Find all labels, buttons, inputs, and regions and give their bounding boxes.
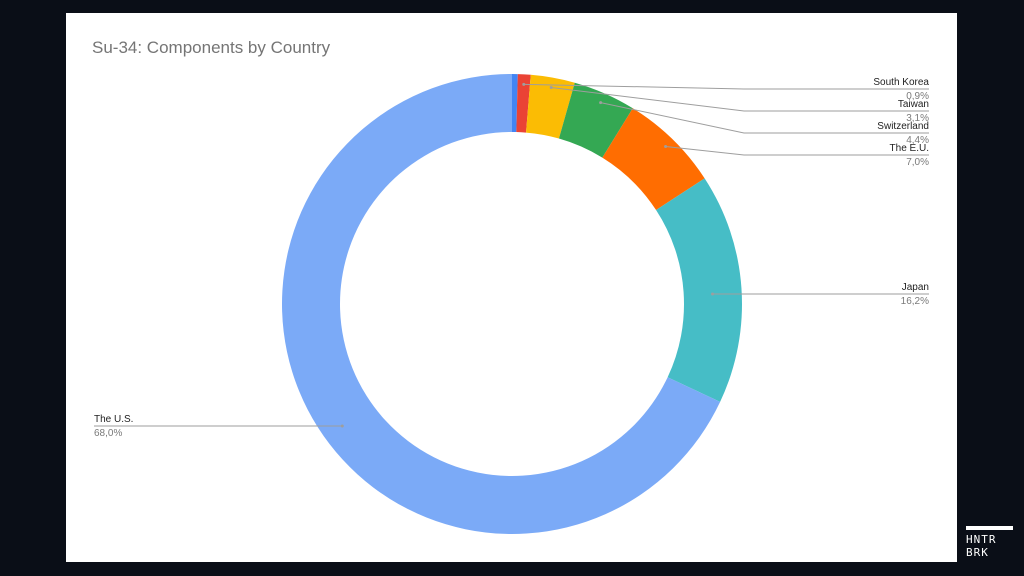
leader-dot: [599, 101, 603, 105]
label-name: South Korea: [873, 77, 929, 88]
brand-logo: HNTR BRK: [966, 526, 1014, 566]
label-value: 0,9%: [906, 91, 929, 102]
leader-dot: [664, 144, 668, 148]
label-the-u-s: The U.S. 68,0%: [94, 414, 344, 439]
slice-japan: [656, 178, 742, 402]
label-switzerland: Switzerland 4,4%: [599, 101, 929, 146]
label-name: Japan: [902, 282, 929, 293]
donut-chart: Su-34: Components by Country South Korea…: [92, 38, 929, 535]
leader-dot: [711, 292, 715, 296]
label-name: Taiwan: [898, 99, 929, 110]
label-south-korea: South Korea 0,9%: [522, 77, 929, 102]
leader-line: [665, 145, 929, 156]
slice-south-korea: [516, 74, 531, 133]
label-value: 4,4%: [906, 135, 929, 146]
chart-title: Su-34: Components by Country: [92, 38, 331, 57]
logo-bar: [966, 526, 1013, 530]
slice-taiwan: [526, 74, 575, 139]
logo-line-2: BRK: [966, 546, 989, 559]
label-taiwan: Taiwan 3,1%: [549, 86, 929, 124]
leader-line: [600, 102, 929, 134]
label-name: The U.S.: [94, 414, 133, 425]
label-japan: Japan 16,2%: [711, 282, 929, 307]
chart-panel: Su-34: Components by Country South Korea…: [66, 13, 957, 562]
leader-line: [551, 87, 929, 112]
label-value: 16,2%: [901, 296, 929, 307]
leader-dot: [549, 86, 553, 90]
label-the-e-u: The E.U. 7,0%: [664, 143, 929, 168]
leader-line: [523, 83, 929, 90]
label-value: 3,1%: [906, 113, 929, 124]
slice-unlabeled: [512, 74, 518, 133]
label-value: 7,0%: [906, 157, 929, 168]
leader-dot: [522, 82, 526, 86]
logo-line-1: HNTR: [966, 533, 997, 546]
slice-the-e-u: [602, 108, 705, 211]
slice-switzerland: [558, 82, 633, 158]
leader-dot: [340, 424, 344, 428]
label-name: Switzerland: [877, 121, 929, 132]
label-value: 68,0%: [94, 428, 122, 439]
label-name: The E.U.: [890, 143, 929, 154]
